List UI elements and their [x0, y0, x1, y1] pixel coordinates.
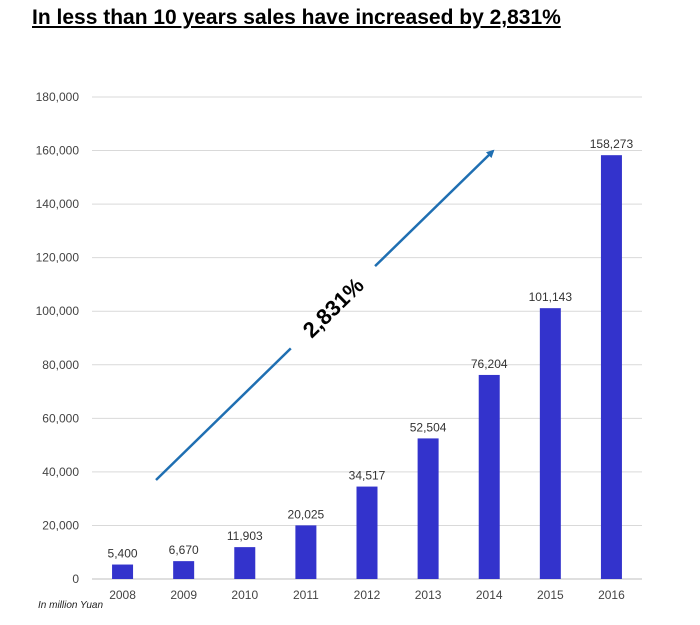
data-label: 52,504 [410, 420, 447, 434]
y-tick-label: 180,000 [36, 90, 80, 104]
y-tick-label: 160,000 [36, 144, 80, 158]
bar [539, 308, 561, 579]
x-tick-label: 2009 [170, 588, 197, 602]
bar [356, 486, 378, 579]
data-labels: 5,400 6,670 11,903 20,025 34,517 52,504 76,204… [108, 137, 634, 560]
data-label: 20,025 [288, 507, 325, 521]
x-axis-ticks: 2008 2009 2010 2011 2012 2013 2014 2015 2016 [109, 588, 625, 602]
y-tick-label: 60,000 [42, 411, 79, 425]
x-tick-label: 2008 [109, 588, 136, 602]
y-tick-label: 100,000 [36, 304, 80, 318]
x-tick-label: 2012 [354, 588, 381, 602]
y-tick-label: 140,000 [36, 197, 80, 211]
growth-percent-label: 2,831% [298, 273, 369, 343]
data-label: 158,273 [590, 137, 634, 151]
x-tick-label: 2014 [476, 588, 503, 602]
bar [478, 374, 500, 579]
bar [173, 561, 195, 579]
chart-title: In less than 10 years sales have increas… [32, 6, 561, 29]
bar [295, 525, 317, 579]
x-tick-label: 2015 [537, 588, 564, 602]
data-label: 34,517 [349, 469, 386, 483]
growth-arrow-lower [155, 347, 292, 481]
bar [417, 438, 439, 579]
y-tick-label: 20,000 [42, 518, 79, 532]
y-tick-label: 120,000 [36, 251, 80, 265]
y-axis-ticks: 0 20,000 40,000 60,000 80,000 100,000 120,000 1… [36, 90, 80, 586]
data-label: 5,400 [108, 547, 138, 561]
data-label: 76,204 [471, 357, 508, 371]
bars [112, 155, 622, 579]
data-label: 6,670 [169, 543, 199, 557]
bar [600, 155, 622, 579]
growth-arrow-upper [374, 149, 495, 268]
y-tick-label: 0 [72, 572, 79, 586]
bar [234, 547, 256, 579]
bar [112, 564, 134, 579]
data-label: 101,143 [529, 290, 573, 304]
x-tick-label: 2011 [293, 588, 319, 602]
data-label: 11,903 [227, 529, 263, 543]
x-tick-label: 2016 [598, 588, 625, 602]
unit-note: In million Yuan [38, 600, 104, 611]
y-tick-label: 40,000 [42, 465, 79, 479]
y-tick-label: 80,000 [42, 358, 79, 372]
x-tick-label: 2013 [415, 588, 442, 602]
x-tick-label: 2010 [231, 588, 258, 602]
